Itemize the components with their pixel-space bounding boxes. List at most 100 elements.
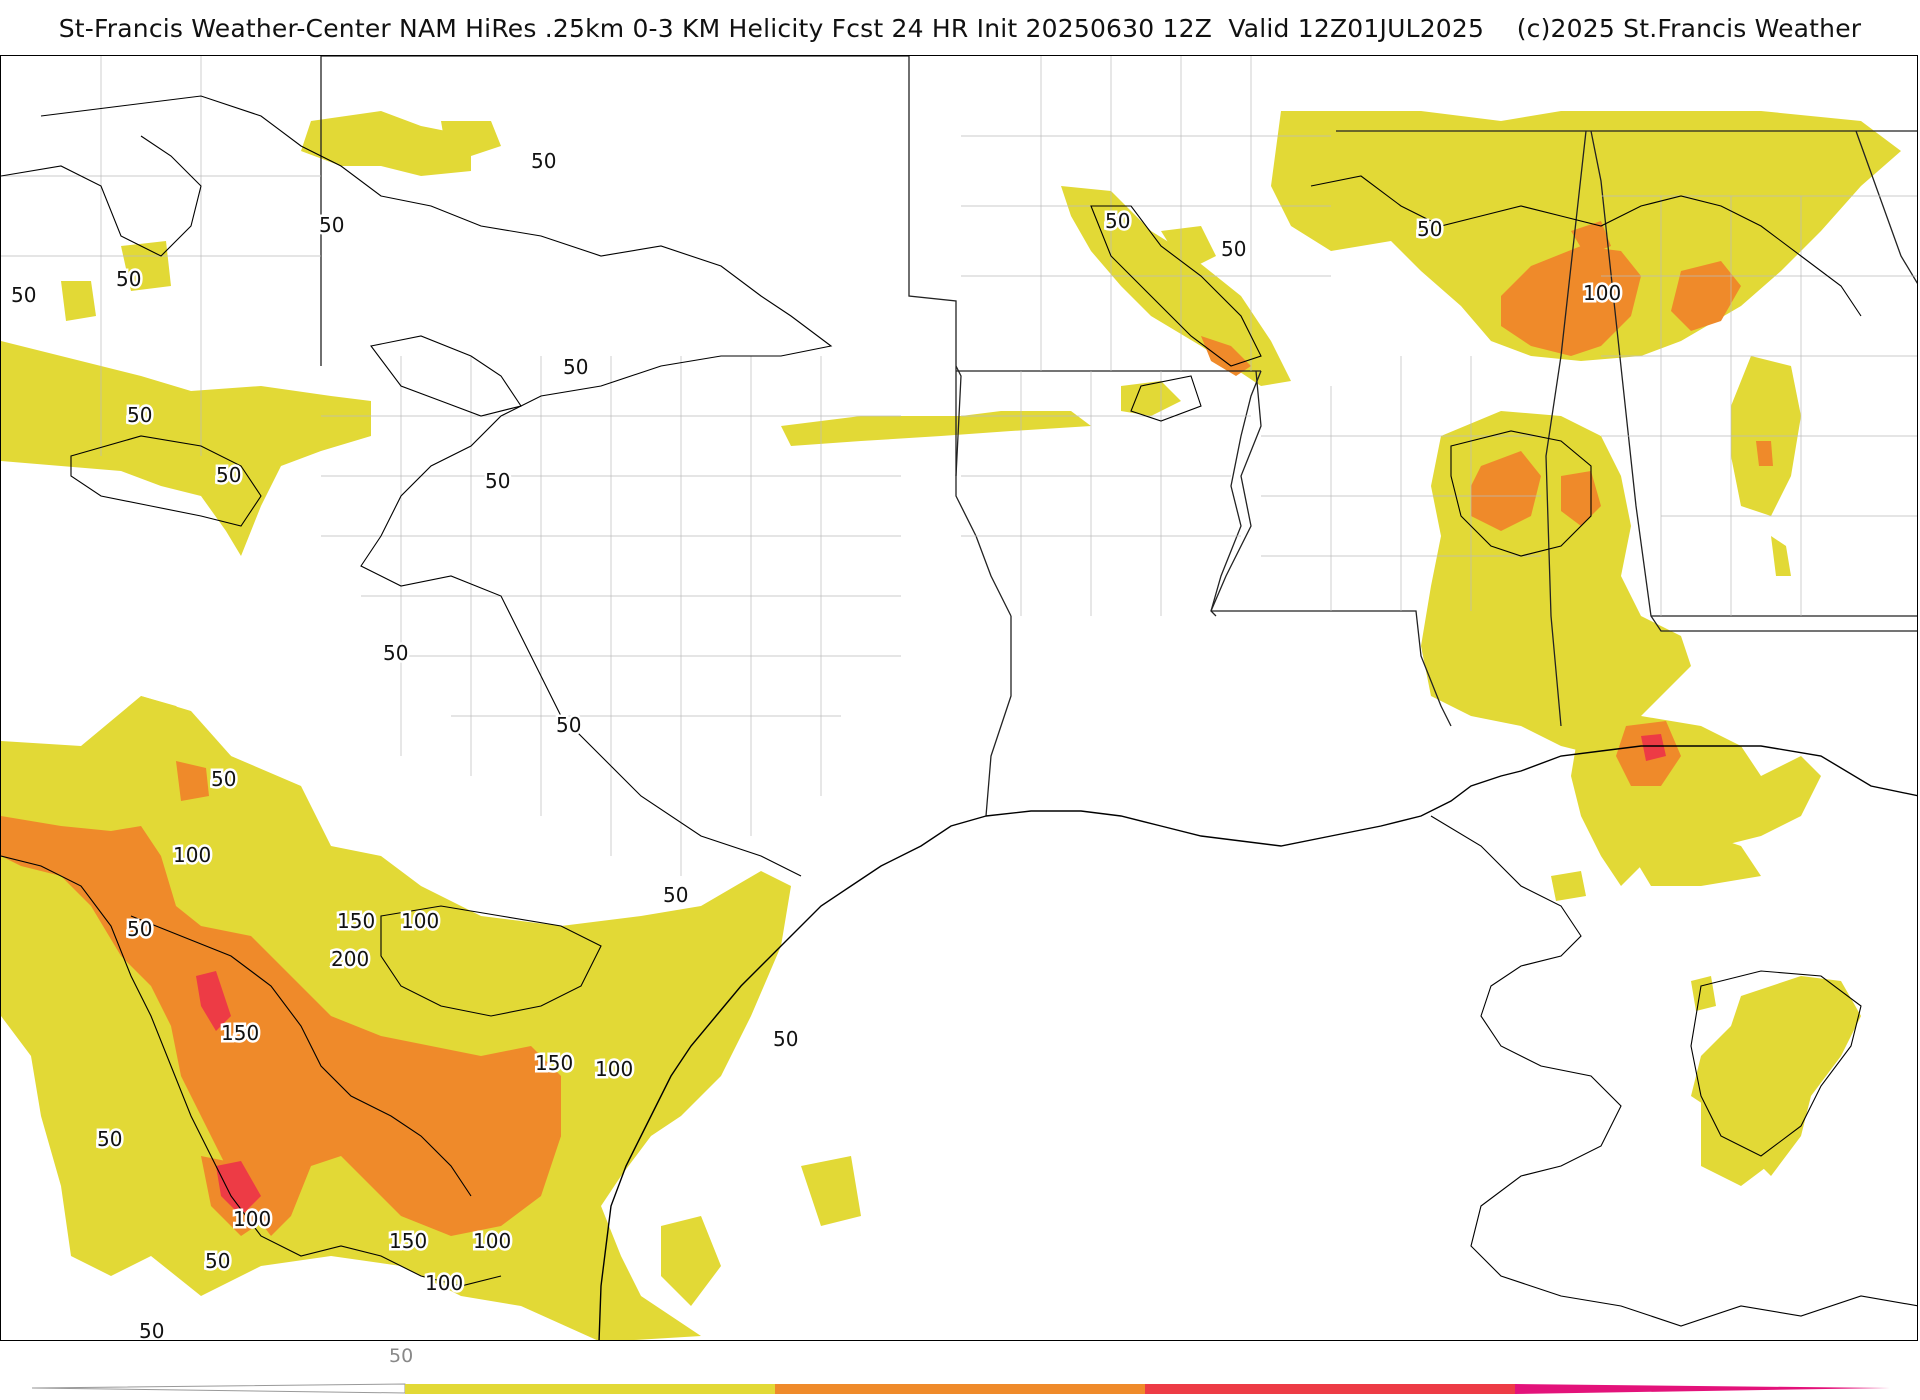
- label-mexico-100b: 100: [401, 909, 439, 933]
- label-c-tx-50d: 50: [556, 713, 581, 737]
- contour-mexico2: [130, 915, 472, 1197]
- label-nm-50c: 50: [11, 283, 36, 307]
- contour-w-tx: [70, 435, 262, 527]
- label-mexico-150c: 150: [389, 1229, 427, 1253]
- ms-100: [1471, 451, 1541, 531]
- label-ks-50: 50: [1105, 209, 1130, 233]
- label-mexico-200: 200: [331, 947, 369, 971]
- contour-tn: [1310, 175, 1862, 317]
- s-tx-100-area: [381, 1046, 561, 1226]
- tx-coast-50: [801, 1156, 861, 1226]
- label-mexico-50: 50: [211, 767, 236, 791]
- contour-c-tx: [40, 95, 833, 877]
- tx-coast-50b: [661, 1216, 721, 1306]
- colorbar-left-taper: [31, 1383, 406, 1394]
- label-stx-100: 100: [595, 1057, 633, 1081]
- colorbar-seg-100: [775, 1384, 1145, 1394]
- ga-50b: [1771, 536, 1791, 576]
- label-mexico-100: 100: [173, 843, 211, 867]
- tn-100: [1501, 246, 1641, 356]
- coastline: [598, 745, 1917, 1340]
- colorbar-tick-label: 50: [389, 1345, 414, 1367]
- label-w-tx-50b: 50: [216, 463, 241, 487]
- colorbar: [31, 1383, 1890, 1394]
- contour-stx: [380, 905, 602, 1017]
- label-ks-50b: 50: [1221, 237, 1246, 261]
- la-coast: [985, 750, 1602, 847]
- nm-small-50: [441, 121, 501, 156]
- gulf-coast-50: [1621, 826, 1761, 886]
- helicity-fill-150: [196, 734, 1666, 1216]
- label-houston-50: 50: [663, 883, 688, 907]
- helicity-contours: [1, 95, 1917, 1327]
- contour-labels: 50 50 50 50 50 50 50 50 50 50 50 50 50 1…: [9, 147, 1624, 1341]
- contour-ks: [1090, 205, 1262, 367]
- tn-100c: [1571, 221, 1611, 256]
- label-tn-50: 50: [1417, 217, 1442, 241]
- ks-100: [1201, 336, 1251, 376]
- ms-al-50: [1421, 411, 1691, 756]
- contour-gulf-e2: [1690, 970, 1862, 1157]
- label-mexico-50d: 50: [205, 1249, 230, 1273]
- colorbar-seg-150: [1145, 1384, 1515, 1394]
- label-tx-gulf-50: 50: [773, 1027, 798, 1051]
- mexico-150-spot: [196, 971, 231, 1031]
- co-small-50: [121, 241, 171, 291]
- contour-w-tx2: [370, 335, 522, 417]
- contour-ms: [1450, 430, 1592, 557]
- fl-150-spot: [1641, 734, 1666, 761]
- ok-ar-line: [955, 366, 1012, 617]
- colorbar-seg-50: [405, 1384, 775, 1394]
- contour-gulf-e: [1430, 815, 1917, 1327]
- ga-100: [1756, 441, 1773, 466]
- contour-ok: [1130, 375, 1202, 422]
- ok-blob-50: [1121, 381, 1181, 416]
- label-stx-150: 150: [535, 1051, 573, 1075]
- label-mexico-150: 150: [337, 909, 375, 933]
- ar-ms-line: [1210, 370, 1262, 617]
- helicity-map: 50 50 50 50 50 50 50 50 50 50 50 50 50 1…: [1, 56, 1917, 1341]
- mexico-50-area: [1, 696, 791, 1340]
- helicity-fill-100: [1, 221, 1773, 1236]
- label-mexico-50e: 50: [139, 1319, 164, 1341]
- county-grid-east: [961, 195, 1917, 616]
- label-mexico-50c: 50: [97, 1127, 122, 1151]
- county-grid-tx: [321, 356, 901, 876]
- gulf-se-50c: [1691, 976, 1716, 1011]
- ok-tx-red-river: [955, 365, 962, 477]
- label-c-tx-50: 50: [485, 469, 510, 493]
- nm-band-50: [1, 341, 371, 556]
- label-nm-50b: 50: [116, 267, 141, 291]
- state-boundaries: [320, 56, 1917, 817]
- label-mexico-100c: 100: [233, 1207, 271, 1231]
- tx-coast: [598, 815, 987, 1340]
- ne-mexico-100: [176, 761, 209, 801]
- label-tn-50b: 100: [1583, 281, 1621, 305]
- contour-nm: [1, 135, 202, 257]
- label-c-tx-50c: 50: [383, 641, 408, 665]
- gulf-se-50b: [1701, 1096, 1781, 1186]
- label-mexico-100e: 100: [425, 1271, 463, 1295]
- gulf-mid-50: [1551, 871, 1586, 901]
- ks-blob-50b: [1161, 226, 1216, 271]
- label-mexico-50b: 50: [127, 917, 152, 941]
- chart-title: St-Francis Weather-Center NAM HiRes .25k…: [58, 14, 1862, 43]
- label-c-tx-50b: 50: [563, 355, 588, 379]
- contour-mexico: [1, 855, 502, 1287]
- al-ga-line: [1590, 130, 1917, 632]
- la-ar-line: [985, 616, 1012, 817]
- ks-streak-50: [1061, 186, 1291, 386]
- la-ms-line: [1211, 610, 1452, 727]
- ok-strip-50: [781, 411, 1091, 446]
- label-w-tx-50: 50: [127, 403, 152, 427]
- ms-al-fl-coast: [1600, 745, 1917, 797]
- label-panhandle-50: 50: [531, 149, 556, 173]
- ne-mexico-blob: [141, 696, 231, 756]
- label-mexico-150b: 150: [221, 1021, 259, 1045]
- co-small-50b: [61, 281, 96, 321]
- tn-100b: [1671, 261, 1741, 331]
- label-nm-50: 50: [319, 213, 344, 237]
- label-mexico-100d: 100: [473, 1229, 511, 1253]
- nm-north-50: [301, 111, 471, 176]
- panhandle-line: [908, 56, 957, 366]
